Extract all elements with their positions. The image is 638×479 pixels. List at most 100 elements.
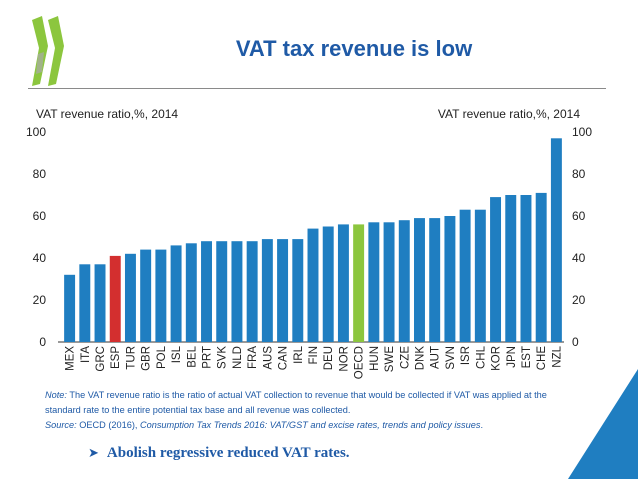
x-tick-bel: BEL xyxy=(186,345,198,367)
chart-bars xyxy=(64,138,562,342)
x-tick-aus: AUS xyxy=(262,346,274,370)
y-tick-left-40: 40 xyxy=(33,251,47,265)
bar-deu xyxy=(322,226,334,342)
bullet-text: Abolish regressive reduced VAT rates. xyxy=(106,445,350,461)
x-tick-tur: TUR xyxy=(125,346,137,370)
bar-chl xyxy=(474,209,486,342)
note-label: Note: xyxy=(45,390,67,400)
y-tick-left-80: 80 xyxy=(33,167,47,181)
bar-dnk xyxy=(414,218,425,342)
bar-pol xyxy=(155,249,167,342)
bar-esp xyxy=(109,255,121,342)
oecd-logo xyxy=(32,16,64,86)
bar-nzl xyxy=(550,138,562,342)
x-tick-oecd: OECD xyxy=(354,346,366,379)
bar-est xyxy=(520,195,532,342)
x-tick-ita: ITA xyxy=(80,346,92,363)
y-tick-left-60: 60 xyxy=(33,209,47,223)
corner-decoration xyxy=(568,369,638,479)
x-tick-swe: SWE xyxy=(384,346,396,373)
x-tick-cze: CZE xyxy=(399,346,411,369)
x-tick-chl: CHL xyxy=(475,345,487,369)
x-tick-grc: GRC xyxy=(95,346,107,372)
source-end: . xyxy=(480,420,483,430)
x-tick-est: EST xyxy=(521,346,533,368)
chart-labels: MEX ITA GRC ESP TUR GBR POL ISL BEL PRT SVK NLD FRA A… xyxy=(65,345,564,379)
x-tick-prt: PRT xyxy=(202,346,214,369)
bar-jpn xyxy=(505,195,517,342)
bar-isr xyxy=(459,209,471,342)
x-tick-pol: POL xyxy=(156,345,168,369)
title-divider xyxy=(28,88,606,89)
bar-can xyxy=(277,239,289,342)
x-tick-gbr: GBR xyxy=(141,346,153,371)
bar-fin xyxy=(307,228,319,342)
bar-nld xyxy=(231,241,243,342)
source-text: OECD (2016), xyxy=(76,420,140,430)
bar-aus xyxy=(261,239,273,342)
x-tick-esp: ESP xyxy=(110,346,122,369)
bar-tur xyxy=(124,253,136,342)
bar-gbr xyxy=(140,249,152,342)
x-tick-nzl: NZL xyxy=(551,345,563,367)
bar-ita xyxy=(79,264,91,342)
bar-aut xyxy=(429,218,441,342)
bar-grc xyxy=(94,264,106,342)
logo-stripe-1 xyxy=(32,16,48,86)
x-tick-can: CAN xyxy=(278,346,290,370)
y-tick-left-20: 20 xyxy=(33,293,47,307)
y-tick-right-80: 80 xyxy=(572,167,586,181)
bar-oecd xyxy=(353,224,365,342)
y-tick-left-100: 100 xyxy=(26,125,46,139)
corner-triangle xyxy=(568,369,638,479)
x-tick-irl: IRL xyxy=(293,345,305,364)
x-tick-che: CHE xyxy=(536,346,548,371)
y-tick-right-40: 40 xyxy=(572,251,586,265)
source-label: Source: xyxy=(45,420,77,430)
bar-svk xyxy=(216,241,228,342)
y-tick-right-20: 20 xyxy=(572,293,586,307)
bar-irl xyxy=(292,239,304,342)
right-axis-title: VAT revenue ratio,%, 2014 xyxy=(438,107,580,121)
x-tick-dnk: DNK xyxy=(414,346,426,371)
source-title: Consumption Tax Trends 2016: VAT/GST and… xyxy=(139,420,481,430)
y-tick-right-60: 60 xyxy=(572,209,586,223)
bar-cze xyxy=(398,220,410,342)
x-tick-isr: ISR xyxy=(460,346,472,365)
bar-kor xyxy=(490,197,502,342)
bullet-arrow-icon: ➤ xyxy=(88,446,99,461)
y-tick-left-0: 0 xyxy=(39,335,46,349)
x-tick-deu: DEU xyxy=(323,346,335,370)
bar-hun xyxy=(368,222,380,342)
x-tick-hun: HUN xyxy=(369,346,381,371)
vat-revenue-chart: VAT revenue ratio,%, 2014 VAT revenue rat… xyxy=(26,107,592,379)
y-tick-right-100: 100 xyxy=(572,125,592,139)
x-tick-kor: KOR xyxy=(491,346,503,371)
bar-svn xyxy=(444,216,456,342)
bar-nor xyxy=(337,224,349,342)
x-tick-fin: FIN xyxy=(308,346,320,365)
x-tick-fra: FRA xyxy=(247,346,259,369)
logo-stripe-2 xyxy=(48,16,64,86)
x-tick-nor: NOR xyxy=(338,346,350,372)
x-tick-aut: AUT xyxy=(430,346,442,369)
left-axis-title: VAT revenue ratio,%, 2014 xyxy=(36,107,178,121)
note-text: The VAT revenue ratio is the ratio of ac… xyxy=(45,390,547,415)
bar-isl xyxy=(170,245,182,342)
bullet-point: ➤ Abolish regressive reduced VAT rates. xyxy=(88,445,350,462)
bar-che xyxy=(535,192,547,342)
slide-title: VAT tax revenue is low xyxy=(235,36,473,61)
x-tick-svn: SVN xyxy=(445,346,457,370)
bar-bel xyxy=(185,243,197,342)
x-tick-svk: SVK xyxy=(217,346,229,369)
bar-swe xyxy=(383,222,395,342)
x-tick-jpn: JPN xyxy=(506,346,518,368)
bar-mex xyxy=(64,274,76,342)
x-tick-nld: NLD xyxy=(232,346,244,369)
logo-stripe-3 xyxy=(36,52,44,74)
y-tick-right-0: 0 xyxy=(572,335,579,349)
x-tick-isl: ISL xyxy=(171,345,183,363)
bar-prt xyxy=(201,241,212,342)
chart-notes: Note: The VAT revenue ratio is the ratio… xyxy=(45,388,565,433)
bar-fra xyxy=(246,241,258,342)
